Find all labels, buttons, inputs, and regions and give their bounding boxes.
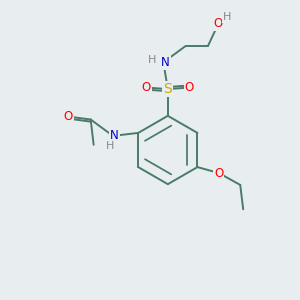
Text: N: N — [161, 56, 170, 69]
Text: H: H — [223, 12, 232, 22]
Text: H: H — [106, 141, 114, 151]
Text: O: O — [142, 81, 151, 94]
Text: N: N — [110, 129, 119, 142]
Text: O: O — [214, 167, 224, 179]
Text: O: O — [214, 17, 223, 30]
Text: H: H — [148, 55, 156, 65]
Text: O: O — [184, 81, 194, 94]
Text: S: S — [164, 82, 172, 96]
Text: O: O — [64, 110, 73, 123]
